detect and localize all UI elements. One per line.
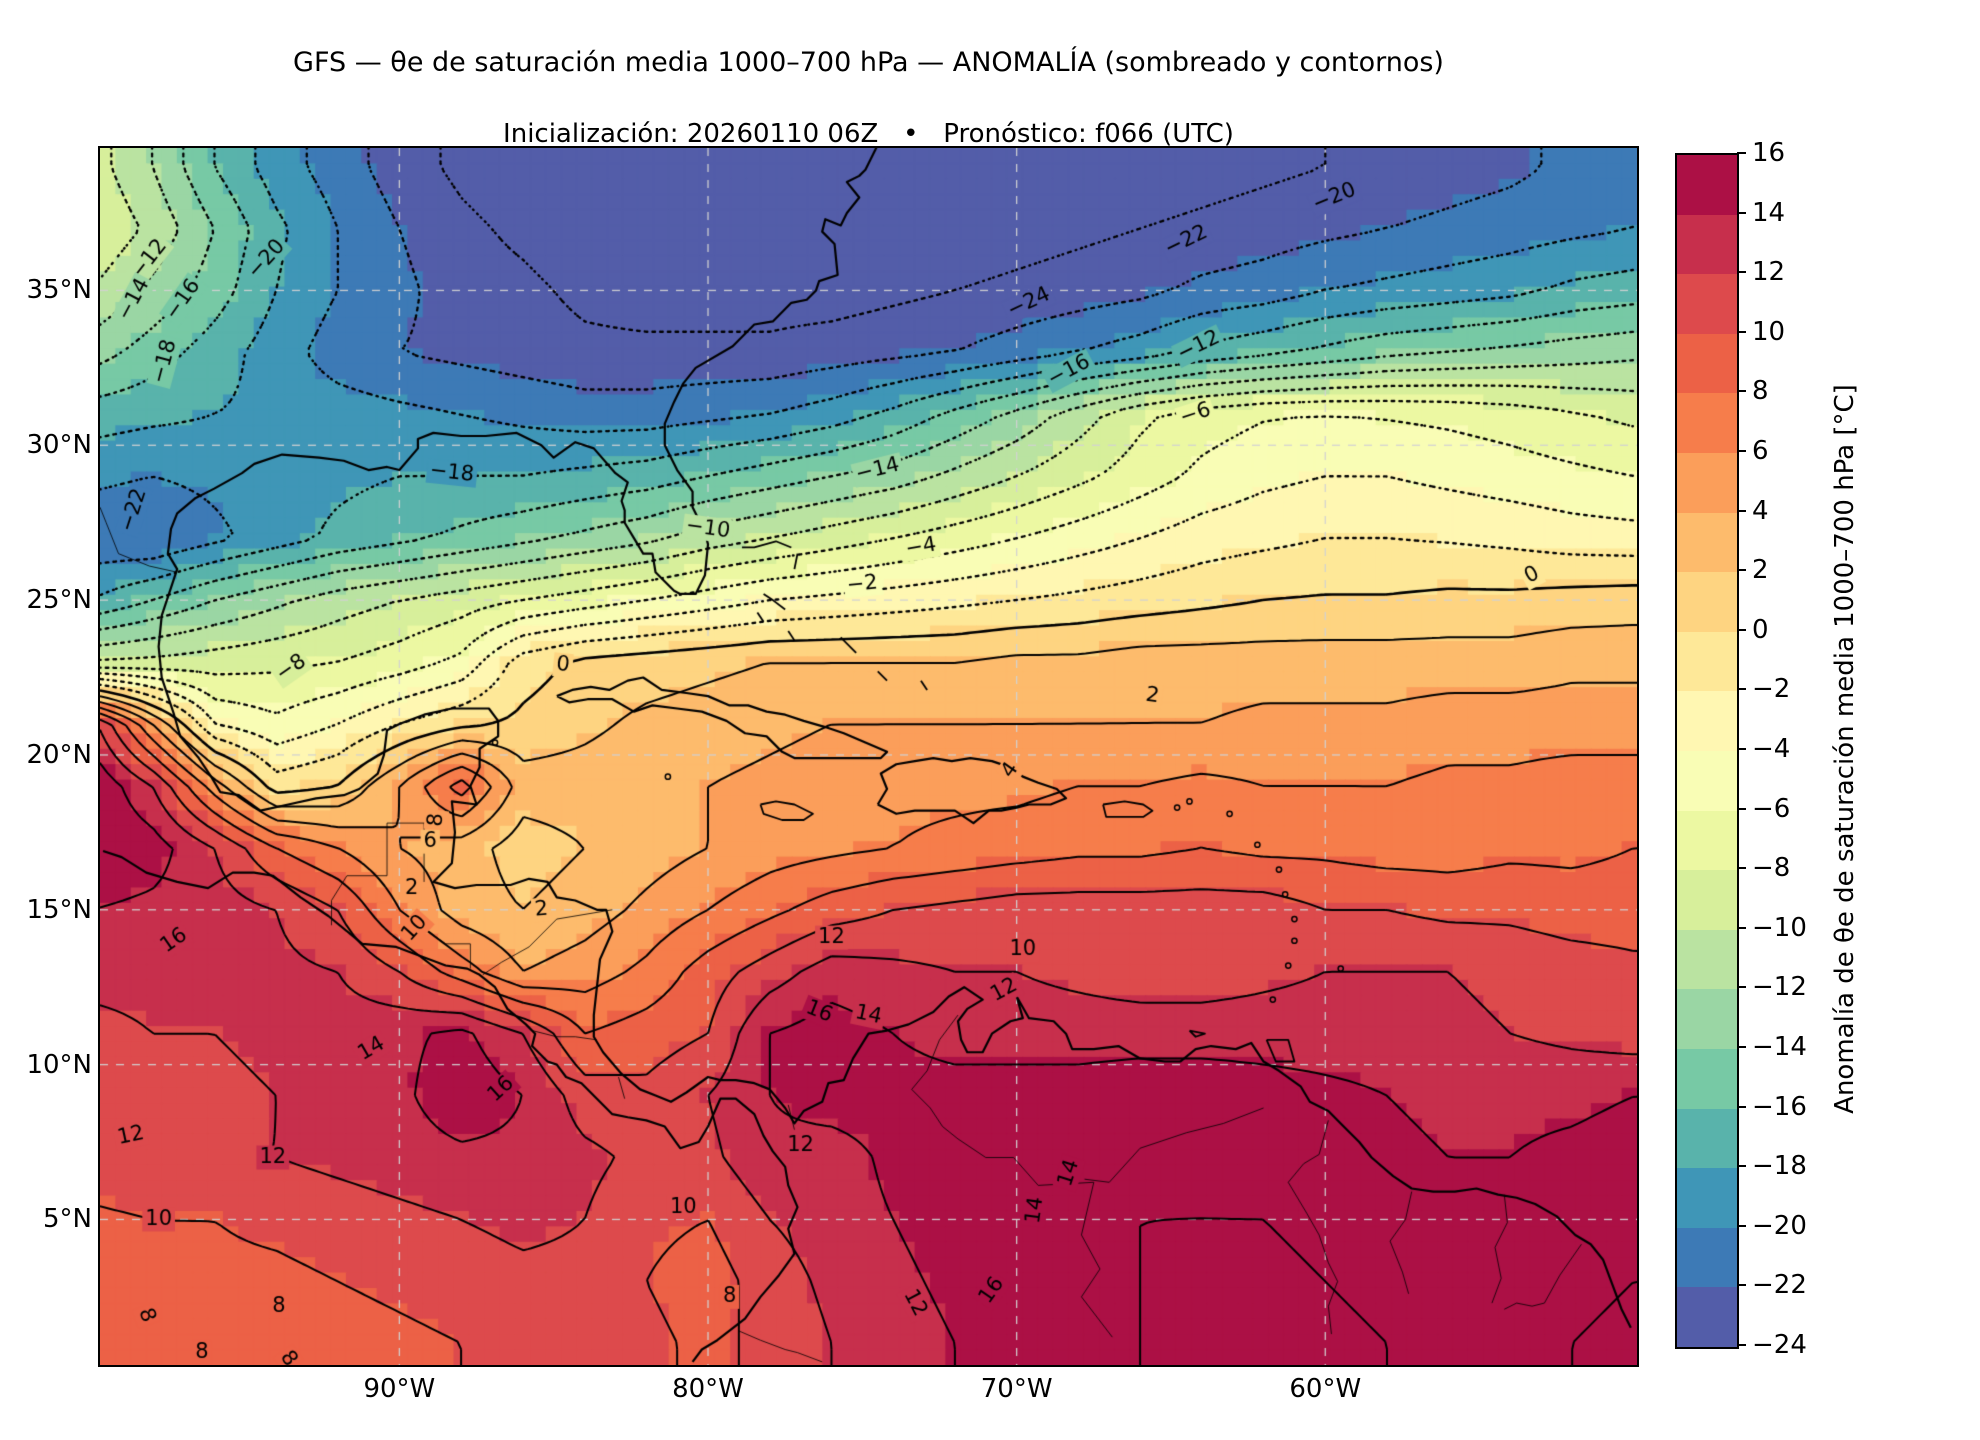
y-tick-label: 10°N (26, 1049, 92, 1080)
figure-subtitle-init-forecast: Inicialización: 20260110 06Z • Pronóstic… (503, 119, 1234, 149)
colorbar-tick-mark (1737, 628, 1746, 631)
colorbar-band (1677, 1168, 1737, 1229)
colorbar-tick-label: −12 (1752, 972, 1807, 1003)
colorbar-tick-label: −14 (1752, 1032, 1807, 1062)
colorbar-band (1677, 929, 1737, 990)
colorbar-tick-mark (1737, 1165, 1746, 1168)
colorbar-band (1677, 1108, 1737, 1169)
colorbar-band (1677, 1287, 1737, 1348)
colorbar-tick-mark (1737, 450, 1746, 452)
y-tick-label: 30°N (26, 430, 92, 461)
colorbar-band (1677, 870, 1737, 931)
x-tick-label: 70°W (980, 1374, 1053, 1404)
colorbar-tick-mark (1737, 1284, 1746, 1287)
colorbar-band (1677, 393, 1737, 454)
y-tick-label: 15°N (26, 894, 92, 925)
colorbar-band (1677, 274, 1737, 335)
colorbar-tick-mark (1737, 867, 1746, 870)
colorbar-tick-label: −24 (1752, 1330, 1807, 1360)
colorbar-tick-label: 12 (1752, 257, 1786, 288)
x-tick-label: 90°W (363, 1374, 436, 1404)
colorbar-tick-mark (1737, 211, 1746, 214)
colorbar-band (1677, 453, 1737, 514)
colorbar-tick-mark (1737, 986, 1746, 989)
colorbar-tick-label: 16 (1752, 138, 1786, 168)
colorbar-tick-label: −6 (1752, 793, 1791, 824)
colorbar-tick-mark (1737, 926, 1746, 929)
figure-title: GFS — θe de saturación media 1000–700 hP… (293, 47, 1444, 78)
colorbar-tick-mark (1737, 1046, 1746, 1048)
colorbar-tick-label: −22 (1752, 1270, 1807, 1301)
colorbar-tick-label: 6 (1752, 436, 1769, 466)
colorbar-band (1677, 333, 1737, 394)
colorbar-tick-mark (1737, 271, 1746, 274)
colorbar-band (1677, 214, 1737, 275)
contour-map-canvas (100, 148, 1637, 1365)
map-plot-area (98, 146, 1639, 1367)
y-tick-label: 20°N (26, 739, 92, 770)
colorbar-band (1677, 810, 1737, 871)
colorbar-band (1677, 572, 1737, 633)
colorbar-band (1677, 631, 1737, 692)
x-tick-label: 60°W (1289, 1374, 1362, 1404)
colorbar-band (1677, 155, 1737, 216)
colorbar-tick-label: −2 (1752, 674, 1791, 705)
colorbar-tick-mark (1737, 807, 1746, 810)
colorbar-tick-mark (1737, 509, 1746, 512)
colorbar-tick-mark (1737, 1105, 1746, 1108)
colorbar (1675, 153, 1739, 1349)
colorbar-tick-label: 0 (1752, 614, 1769, 645)
colorbar-tick-mark (1737, 152, 1746, 154)
colorbar-band (1677, 1227, 1737, 1288)
colorbar-tick-label: −4 (1752, 734, 1791, 764)
colorbar-band (1677, 512, 1737, 573)
colorbar-tick-label: 2 (1752, 555, 1769, 586)
colorbar-tick-label: 14 (1752, 197, 1786, 228)
colorbar-tick-label: −10 (1752, 912, 1807, 943)
colorbar-band (1677, 751, 1737, 812)
colorbar-tick-mark (1737, 748, 1746, 750)
colorbar-tick-label: −20 (1752, 1210, 1807, 1241)
colorbar-tick-mark (1737, 1224, 1746, 1227)
colorbar-tick-mark (1737, 569, 1746, 572)
y-tick-label: 25°N (26, 585, 92, 616)
colorbar-tick-label: −8 (1752, 853, 1791, 884)
colorbar-tick-label: 4 (1752, 495, 1769, 526)
colorbar-tick-label: 10 (1752, 316, 1786, 347)
y-tick-label: 5°N (43, 1204, 92, 1235)
colorbar-tick-label: −18 (1752, 1151, 1807, 1182)
colorbar-title: Anomalía de θe de saturación media 1000–… (1830, 384, 1860, 1114)
colorbar-tick-mark (1737, 330, 1746, 333)
colorbar-band (1677, 1049, 1737, 1110)
x-tick-label: 80°W (672, 1374, 744, 1404)
y-tick-label: 35°N (26, 275, 92, 306)
colorbar-tick-label: −16 (1752, 1091, 1807, 1122)
colorbar-tick-mark (1737, 390, 1746, 393)
colorbar-tick-label: 8 (1752, 376, 1769, 407)
colorbar-band (1677, 989, 1737, 1050)
colorbar-tick-mark (1737, 1344, 1746, 1346)
colorbar-band (1677, 691, 1737, 752)
colorbar-tick-mark (1737, 688, 1746, 691)
